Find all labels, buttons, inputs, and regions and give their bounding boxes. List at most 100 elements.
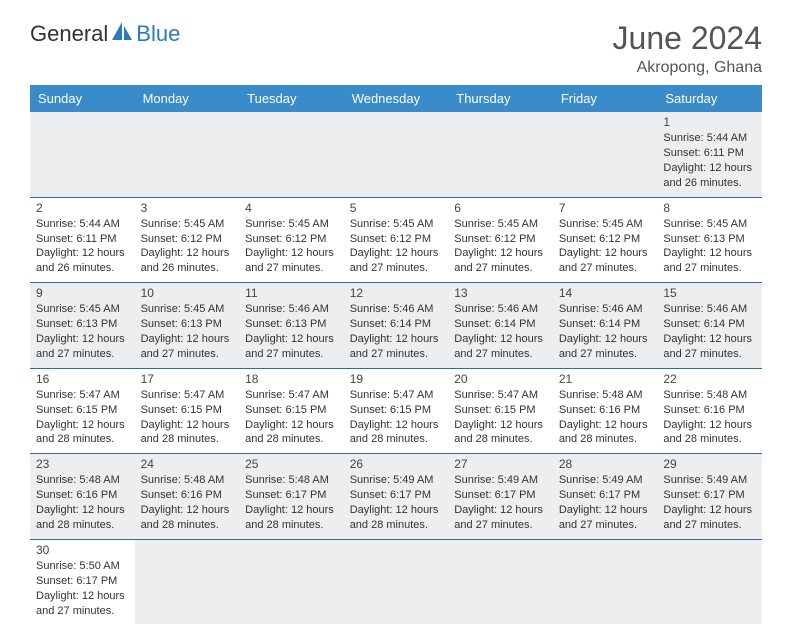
sunset-text: Sunset: 6:16 PM — [559, 403, 652, 418]
calendar-week-row: 16Sunrise: 5:47 AMSunset: 6:15 PMDayligh… — [30, 368, 762, 454]
day-number: 27 — [454, 456, 547, 472]
daylight-text: Daylight: 12 hours and 27 minutes. — [36, 589, 129, 619]
sunrise-text: Sunrise: 5:45 AM — [454, 217, 547, 232]
daylight-text: Daylight: 12 hours and 26 minutes. — [36, 246, 129, 276]
day-number: 19 — [350, 371, 443, 387]
sunrise-text: Sunrise: 5:47 AM — [454, 388, 547, 403]
sunset-text: Sunset: 6:11 PM — [36, 232, 129, 247]
sunrise-text: Sunrise: 5:45 AM — [141, 302, 234, 317]
calendar-cell: 14Sunrise: 5:46 AMSunset: 6:14 PMDayligh… — [553, 283, 658, 369]
sunrise-text: Sunrise: 5:47 AM — [350, 388, 443, 403]
title-block: June 2024 Akropong, Ghana — [613, 20, 762, 77]
calendar-cell: 7Sunrise: 5:45 AMSunset: 6:12 PMDaylight… — [553, 197, 658, 283]
sunrise-text: Sunrise: 5:48 AM — [559, 388, 652, 403]
calendar-cell: 25Sunrise: 5:48 AMSunset: 6:17 PMDayligh… — [239, 454, 344, 540]
day-header: Monday — [135, 85, 240, 112]
calendar-cell: 4Sunrise: 5:45 AMSunset: 6:12 PMDaylight… — [239, 197, 344, 283]
day-number: 17 — [141, 371, 234, 387]
day-number: 5 — [350, 200, 443, 216]
sunset-text: Sunset: 6:15 PM — [141, 403, 234, 418]
calendar-cell: 12Sunrise: 5:46 AMSunset: 6:14 PMDayligh… — [344, 283, 449, 369]
sunset-text: Sunset: 6:12 PM — [141, 232, 234, 247]
day-number: 1 — [663, 114, 756, 130]
daylight-text: Daylight: 12 hours and 28 minutes. — [245, 503, 338, 533]
sunset-text: Sunset: 6:16 PM — [36, 488, 129, 503]
calendar-cell: 22Sunrise: 5:48 AMSunset: 6:16 PMDayligh… — [657, 368, 762, 454]
sunset-text: Sunset: 6:15 PM — [454, 403, 547, 418]
calendar-cell: 3Sunrise: 5:45 AMSunset: 6:12 PMDaylight… — [135, 197, 240, 283]
calendar-cell-empty — [344, 112, 449, 197]
calendar-cell: 2Sunrise: 5:44 AMSunset: 6:11 PMDaylight… — [30, 197, 135, 283]
sunrise-text: Sunrise: 5:45 AM — [663, 217, 756, 232]
day-number: 25 — [245, 456, 338, 472]
sunrise-text: Sunrise: 5:49 AM — [350, 473, 443, 488]
sunrise-text: Sunrise: 5:48 AM — [663, 388, 756, 403]
calendar-cell-empty — [657, 539, 762, 624]
day-header: Friday — [553, 85, 658, 112]
day-number: 29 — [663, 456, 756, 472]
sunrise-text: Sunrise: 5:45 AM — [36, 302, 129, 317]
calendar-week-row: 1Sunrise: 5:44 AMSunset: 6:11 PMDaylight… — [30, 112, 762, 197]
logo-text-general: General — [30, 21, 108, 47]
day-number: 26 — [350, 456, 443, 472]
daylight-text: Daylight: 12 hours and 28 minutes. — [141, 503, 234, 533]
sunrise-text: Sunrise: 5:48 AM — [141, 473, 234, 488]
logo: General Blue — [30, 20, 180, 47]
day-number: 14 — [559, 285, 652, 301]
daylight-text: Daylight: 12 hours and 27 minutes. — [454, 332, 547, 362]
calendar-cell-empty — [553, 112, 658, 197]
day-number: 12 — [350, 285, 443, 301]
calendar-cell-empty — [448, 112, 553, 197]
sunset-text: Sunset: 6:14 PM — [559, 317, 652, 332]
day-number: 21 — [559, 371, 652, 387]
sunset-text: Sunset: 6:12 PM — [454, 232, 547, 247]
calendar-cell-empty — [239, 112, 344, 197]
day-number: 8 — [663, 200, 756, 216]
sail-icon — [110, 20, 136, 47]
daylight-text: Daylight: 12 hours and 28 minutes. — [36, 418, 129, 448]
day-number: 16 — [36, 371, 129, 387]
sunset-text: Sunset: 6:17 PM — [245, 488, 338, 503]
daylight-text: Daylight: 12 hours and 27 minutes. — [350, 332, 443, 362]
daylight-text: Daylight: 12 hours and 27 minutes. — [663, 246, 756, 276]
calendar-week-row: 2Sunrise: 5:44 AMSunset: 6:11 PMDaylight… — [30, 197, 762, 283]
daylight-text: Daylight: 12 hours and 27 minutes. — [663, 503, 756, 533]
sunset-text: Sunset: 6:12 PM — [350, 232, 443, 247]
sunrise-text: Sunrise: 5:47 AM — [36, 388, 129, 403]
sunrise-text: Sunrise: 5:46 AM — [663, 302, 756, 317]
day-header: Thursday — [448, 85, 553, 112]
calendar-cell-empty — [553, 539, 658, 624]
sunrise-text: Sunrise: 5:45 AM — [245, 217, 338, 232]
day-number: 22 — [663, 371, 756, 387]
daylight-text: Daylight: 12 hours and 28 minutes. — [663, 418, 756, 448]
calendar-cell-empty — [135, 539, 240, 624]
calendar-cell-empty — [239, 539, 344, 624]
daylight-text: Daylight: 12 hours and 27 minutes. — [559, 503, 652, 533]
day-number: 10 — [141, 285, 234, 301]
logo-text-blue: Blue — [136, 21, 180, 47]
daylight-text: Daylight: 12 hours and 28 minutes. — [559, 418, 652, 448]
sunset-text: Sunset: 6:13 PM — [36, 317, 129, 332]
sunrise-text: Sunrise: 5:45 AM — [350, 217, 443, 232]
calendar-cell: 20Sunrise: 5:47 AMSunset: 6:15 PMDayligh… — [448, 368, 553, 454]
sunset-text: Sunset: 6:16 PM — [663, 403, 756, 418]
sunset-text: Sunset: 6:17 PM — [559, 488, 652, 503]
sunset-text: Sunset: 6:14 PM — [350, 317, 443, 332]
calendar-cell-empty — [30, 112, 135, 197]
calendar-cell: 21Sunrise: 5:48 AMSunset: 6:16 PMDayligh… — [553, 368, 658, 454]
day-header: Wednesday — [344, 85, 449, 112]
daylight-text: Daylight: 12 hours and 28 minutes. — [350, 418, 443, 448]
day-header: Sunday — [30, 85, 135, 112]
sunset-text: Sunset: 6:17 PM — [454, 488, 547, 503]
calendar-cell: 18Sunrise: 5:47 AMSunset: 6:15 PMDayligh… — [239, 368, 344, 454]
daylight-text: Daylight: 12 hours and 27 minutes. — [141, 332, 234, 362]
sunset-text: Sunset: 6:17 PM — [350, 488, 443, 503]
daylight-text: Daylight: 12 hours and 27 minutes. — [350, 246, 443, 276]
day-number: 4 — [245, 200, 338, 216]
calendar-cell: 29Sunrise: 5:49 AMSunset: 6:17 PMDayligh… — [657, 454, 762, 540]
day-number: 2 — [36, 200, 129, 216]
daylight-text: Daylight: 12 hours and 27 minutes. — [559, 332, 652, 362]
sunrise-text: Sunrise: 5:46 AM — [350, 302, 443, 317]
daylight-text: Daylight: 12 hours and 28 minutes. — [245, 418, 338, 448]
daylight-text: Daylight: 12 hours and 27 minutes. — [559, 246, 652, 276]
